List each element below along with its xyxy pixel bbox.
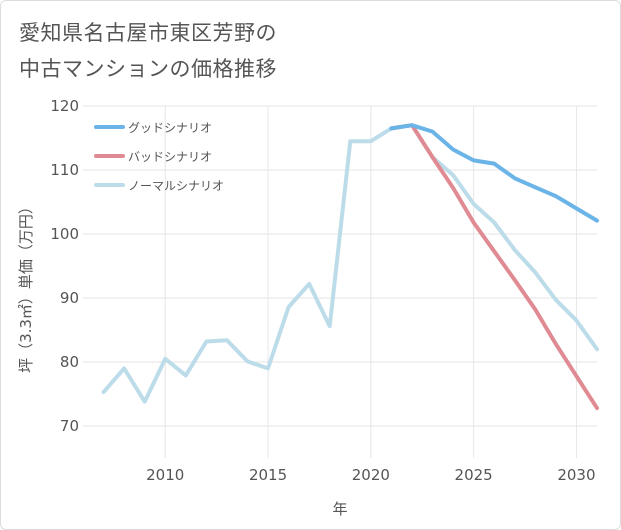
x-tick-label-2010: 2010 bbox=[146, 466, 184, 484]
x-tick-label-2030: 2030 bbox=[557, 466, 595, 484]
y-tick-label-70: 70 bbox=[60, 417, 79, 435]
y-axis-ticks: 70 80 90 100 110 120 bbox=[50, 97, 79, 435]
y-axis-label: 坪（3.3㎡）単価（万円） bbox=[17, 199, 35, 373]
y-tick-label-100: 100 bbox=[50, 225, 79, 243]
series-lines bbox=[101, 123, 599, 411]
x-axis-ticks: 2010 2015 2020 2025 2030 bbox=[146, 466, 595, 484]
y-tick-label-120: 120 bbox=[50, 97, 79, 115]
y-tick-label-90: 90 bbox=[60, 289, 79, 307]
legend-label-2: ノーマルシナリオ bbox=[128, 179, 224, 193]
legend-label-0: グッドシナリオ bbox=[128, 121, 212, 135]
y-tick-label-110: 110 bbox=[50, 161, 79, 179]
legend-label-1: バッドシナリオ bbox=[128, 150, 212, 164]
chart-title-line-1: 愛知県名古屋市東区芳野の bbox=[19, 21, 277, 45]
x-tick-label-2015: 2015 bbox=[249, 466, 287, 484]
series-line-0 bbox=[389, 123, 599, 223]
y-tick-label-80: 80 bbox=[60, 353, 79, 371]
chart-title: 愛知県名古屋市東区芳野の 中古マンションの価格推移 bbox=[19, 15, 277, 87]
series-line-1 bbox=[389, 123, 599, 411]
x-tick-label-2025: 2025 bbox=[455, 466, 493, 484]
x-axis-label: 年 bbox=[332, 500, 347, 518]
chart-title-line-2: 中古マンションの価格推移 bbox=[19, 57, 277, 81]
x-tick-label-2020: 2020 bbox=[352, 466, 390, 484]
series-line-2 bbox=[101, 123, 599, 404]
